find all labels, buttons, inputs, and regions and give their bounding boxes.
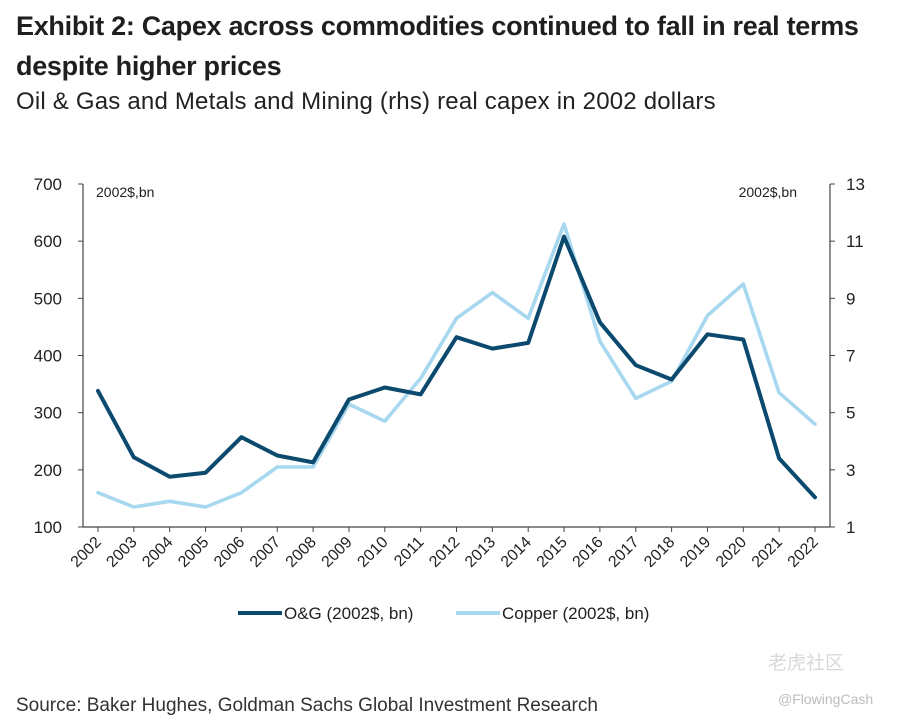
x-tick-label: 2009: [319, 534, 356, 571]
x-tick-label: 2014: [498, 534, 535, 571]
x-tick-label: 2004: [139, 534, 176, 571]
x-tick-label: 2003: [103, 534, 140, 571]
y-right-tick-label: 1: [846, 518, 855, 537]
y-left-unit-label: 2002$,bn: [96, 184, 154, 200]
source-note: Source: Baker Hughes, Goldman Sachs Glob…: [16, 695, 598, 716]
x-tick-label: 2018: [641, 534, 678, 571]
legend-item-oil-gas: O&G (2002$, bn): [238, 604, 413, 623]
x-tick-label: 2017: [605, 534, 642, 571]
copper-series-line: [96, 222, 817, 509]
y-left-tick-label: 300: [34, 404, 62, 423]
x-tick-label: 2019: [677, 534, 714, 571]
y-left-tick-label: 600: [34, 232, 62, 251]
chart-ticks: 1002003004005006007001357911132002200320…: [34, 175, 865, 571]
legend-label: O&G (2002$, bn): [284, 604, 413, 623]
x-tick-label: 2011: [391, 534, 427, 570]
watermark-site: 老虎社区: [768, 653, 845, 674]
y-left-tick-label: 100: [34, 518, 62, 537]
y-right-tick-label: 13: [846, 175, 865, 194]
y-right-tick-label: 11: [846, 232, 864, 251]
x-tick-label: 2016: [570, 534, 607, 571]
x-tick-label: 2006: [211, 534, 248, 571]
y-right-tick-label: 9: [846, 289, 855, 308]
y-right-tick-label: 5: [846, 404, 855, 423]
x-tick-label: 2005: [175, 534, 212, 571]
chart-canvas: 1002003004005006007001357911132002200320…: [34, 175, 865, 623]
y-left-tick-label: 400: [34, 347, 62, 366]
x-tick-label: 2012: [426, 534, 463, 571]
x-tick-label: 2021: [749, 534, 786, 571]
y-right-unit-label: 2002$,bn: [739, 184, 797, 200]
x-tick-label: 2010: [354, 534, 391, 571]
chart-series: [96, 222, 817, 509]
oil-gas-series-line: [96, 234, 817, 500]
y-right-tick-label: 3: [846, 461, 855, 480]
y-left-tick-label: 700: [34, 175, 62, 194]
legend-item-copper: Copper (2002$, bn): [456, 604, 649, 623]
y-left-tick-label: 500: [34, 289, 62, 308]
chart-legend: O&G (2002$, bn) Copper (2002$, bn): [238, 604, 649, 623]
chart-title: Exhibit 2: Capex across commodities cont…: [16, 11, 859, 81]
x-tick-label: 2002: [68, 534, 105, 571]
y-left-tick-label: 200: [34, 461, 62, 480]
y-right-tick-label: 7: [846, 347, 855, 366]
x-tick-label: 2007: [247, 534, 284, 571]
watermark-handle: @FlowingCash: [778, 691, 874, 707]
x-tick-label: 2008: [283, 534, 320, 571]
x-tick-label: 2020: [713, 534, 750, 571]
x-tick-label: 2022: [785, 534, 822, 571]
chart-subtitle: Oil & Gas and Metals and Mining (rhs) re…: [16, 88, 716, 115]
legend-label: Copper (2002$, bn): [502, 604, 649, 623]
x-tick-label: 2013: [462, 534, 499, 571]
x-tick-label: 2015: [534, 534, 571, 571]
